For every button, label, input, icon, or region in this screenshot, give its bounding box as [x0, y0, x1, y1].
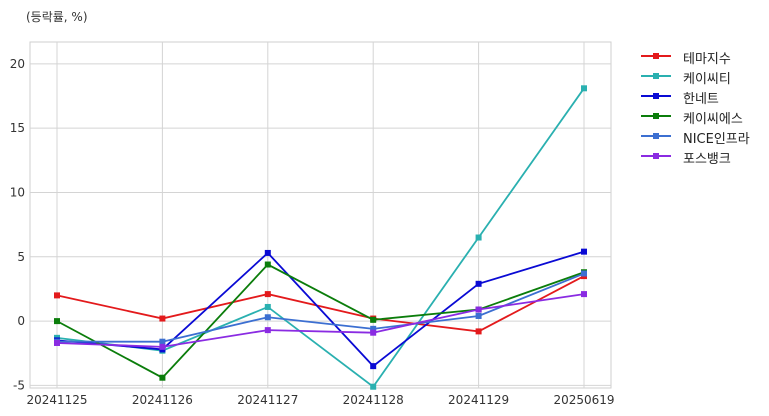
- data-point: [264, 314, 271, 321]
- legend-swatch: [641, 133, 671, 139]
- data-point: [264, 303, 271, 310]
- data-point: [475, 312, 482, 319]
- data-point: [581, 85, 587, 92]
- data-point: [264, 291, 271, 298]
- series-2: [54, 85, 587, 390]
- grid-lines: [29, 41, 612, 389]
- series-line: [56, 250, 585, 368]
- plot-frame: [29, 41, 612, 389]
- data-point: [475, 280, 482, 287]
- data-point: [370, 383, 377, 390]
- data-point: [159, 343, 166, 350]
- data-point: [370, 325, 377, 332]
- y-tick-label: 10: [10, 185, 25, 199]
- legend-swatch: [641, 153, 671, 159]
- data-point: [54, 339, 60, 346]
- legend-swatch: [641, 113, 671, 119]
- legend-label: 한네트: [683, 92, 719, 107]
- legend-label: 테마지수: [683, 52, 731, 67]
- data-point: [264, 249, 271, 256]
- series-6: [54, 291, 587, 350]
- legend-label: NICE인프라: [683, 132, 750, 147]
- data-point: [264, 261, 271, 268]
- series-line: [56, 263, 585, 379]
- data-point: [370, 329, 377, 336]
- legend-item: 테마지수: [641, 47, 766, 67]
- series-3: [54, 248, 587, 370]
- data-point: [159, 374, 166, 381]
- legend-item: NICE인프라: [641, 127, 766, 147]
- legend-swatch: [641, 73, 671, 79]
- x-tick-label: 20241128: [343, 393, 404, 407]
- y-tick-label: 20: [10, 57, 25, 71]
- data-point: [581, 270, 587, 277]
- y-tick-label: 0: [17, 314, 25, 328]
- legend-item: 케이씨티: [641, 67, 766, 87]
- data-point: [370, 363, 377, 370]
- data-point: [475, 306, 482, 313]
- x-tick-label: 20241125: [26, 393, 87, 407]
- data-point: [159, 338, 166, 345]
- data-point: [581, 291, 587, 298]
- legend-label: 포스뱅크: [683, 152, 731, 167]
- data-point: [475, 328, 482, 335]
- y-tick-label: -5: [13, 378, 25, 392]
- data-point: [370, 316, 377, 323]
- series-line: [56, 293, 585, 348]
- legend-label: 케이씨티: [683, 72, 731, 87]
- y-tick-label: 15: [10, 121, 25, 135]
- series-5: [54, 270, 587, 345]
- data-point: [581, 248, 587, 255]
- y-tick-label: 5: [17, 250, 25, 264]
- x-tick-label: 20241126: [132, 393, 193, 407]
- series-line: [57, 272, 585, 343]
- data-point: [475, 234, 482, 241]
- legend-item: 케이씨에스: [641, 107, 766, 127]
- x-tick-label: 20241129: [448, 393, 509, 407]
- legend-label: 케이씨에스: [683, 112, 743, 127]
- legend-swatch: [641, 93, 671, 99]
- data-point: [159, 315, 166, 322]
- legend-item: 포스뱅크: [641, 147, 766, 167]
- axes: -5 0 5 10 15 20 20241125 20241126 20241127 202411…: [10, 57, 615, 407]
- data-point: [54, 318, 60, 325]
- legend-swatch: [641, 53, 671, 59]
- x-tick-label: 20250619: [553, 393, 614, 407]
- series-line: [56, 275, 585, 333]
- series-layer: [54, 85, 587, 390]
- data-point: [264, 327, 271, 334]
- legend-item: 한네트: [641, 87, 766, 107]
- x-tick-label: 20241127: [237, 393, 298, 407]
- data-point: [54, 292, 60, 299]
- y-unit-label: (등락률, %): [26, 10, 88, 24]
